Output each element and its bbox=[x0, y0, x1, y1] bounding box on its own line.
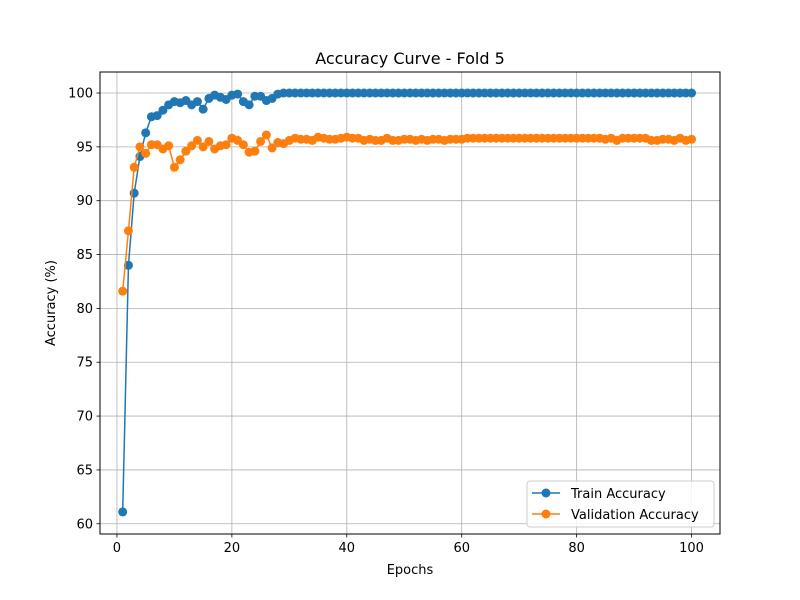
legend-train-label: Train Accuracy bbox=[570, 487, 666, 502]
train-accuracy-point bbox=[118, 507, 128, 517]
validation-accuracy-point bbox=[192, 135, 202, 145]
validation-accuracy-point bbox=[238, 140, 248, 150]
x-tick-label: 20 bbox=[224, 541, 241, 556]
legend: Train Accuracy Validation Accuracy bbox=[526, 480, 715, 528]
validation-accuracy-point bbox=[164, 141, 174, 151]
x-tick-label: 80 bbox=[568, 541, 585, 556]
x-tick-label: 0 bbox=[113, 541, 121, 556]
train-accuracy-point bbox=[233, 89, 243, 99]
validation-accuracy-point bbox=[221, 140, 231, 150]
validation-accuracy-point bbox=[123, 226, 133, 236]
validation-accuracy-point bbox=[256, 136, 266, 146]
x-axis-label: Epochs bbox=[387, 563, 434, 578]
validation-accuracy-point bbox=[129, 162, 139, 172]
train-accuracy-point bbox=[198, 104, 208, 114]
train-accuracy-line bbox=[121, 92, 692, 512]
legend-validation-label: Validation Accuracy bbox=[571, 508, 699, 523]
legend-train-marker bbox=[541, 488, 551, 498]
ticks: 0 20 40 60 80 100 60 65 70 75 80 85 90 95 100 bbox=[68, 87, 704, 557]
x-tick-label: 100 bbox=[679, 541, 704, 556]
series-layer bbox=[118, 88, 697, 517]
validation-accuracy-point bbox=[118, 286, 128, 296]
validation-accuracy-point bbox=[169, 162, 179, 172]
train-accuracy-point bbox=[192, 97, 202, 107]
validation-accuracy-point bbox=[250, 146, 260, 156]
train-accuracy-point bbox=[244, 100, 254, 110]
legend-box bbox=[526, 480, 715, 528]
y-tick-label: 70 bbox=[76, 410, 93, 425]
y-tick-label: 75 bbox=[76, 356, 93, 371]
validation-accuracy-point bbox=[181, 146, 191, 156]
y-tick-label: 90 bbox=[76, 194, 93, 209]
validation-accuracy-point bbox=[141, 148, 151, 158]
x-tick-label: 60 bbox=[453, 541, 470, 556]
validation-accuracy-point bbox=[204, 136, 214, 146]
train-accuracy-point bbox=[123, 260, 133, 270]
chart-title: Accuracy Curve - Fold 5 bbox=[315, 49, 505, 68]
train-accuracy-point bbox=[158, 105, 168, 115]
train-accuracy-point bbox=[687, 88, 697, 98]
y-tick-label: 65 bbox=[76, 463, 93, 478]
train-accuracy-series bbox=[118, 88, 697, 517]
legend-validation-marker bbox=[541, 509, 551, 519]
train-accuracy-point bbox=[152, 111, 162, 121]
validation-accuracy-point bbox=[135, 142, 145, 152]
x-tick-label: 40 bbox=[339, 541, 356, 556]
validation-accuracy-point bbox=[267, 143, 277, 153]
y-tick-label: 95 bbox=[76, 140, 93, 155]
validation-accuracy-point bbox=[261, 130, 271, 140]
plot-frame bbox=[99, 71, 721, 535]
validation-accuracy-point bbox=[198, 142, 208, 152]
validation-accuracy-point bbox=[175, 155, 185, 165]
y-tick-label: 85 bbox=[76, 248, 93, 263]
train-accuracy-point bbox=[141, 128, 151, 138]
y-axis-label: Accuracy (%) bbox=[44, 260, 59, 346]
y-tick-label: 60 bbox=[76, 517, 93, 532]
y-tick-label: 100 bbox=[68, 87, 93, 102]
validation-accuracy-series bbox=[118, 130, 697, 296]
validation-accuracy-point bbox=[187, 141, 197, 151]
y-tick-label: 80 bbox=[76, 302, 93, 317]
validation-accuracy-line bbox=[121, 133, 692, 292]
validation-accuracy-point bbox=[687, 134, 697, 144]
grid bbox=[100, 72, 720, 534]
